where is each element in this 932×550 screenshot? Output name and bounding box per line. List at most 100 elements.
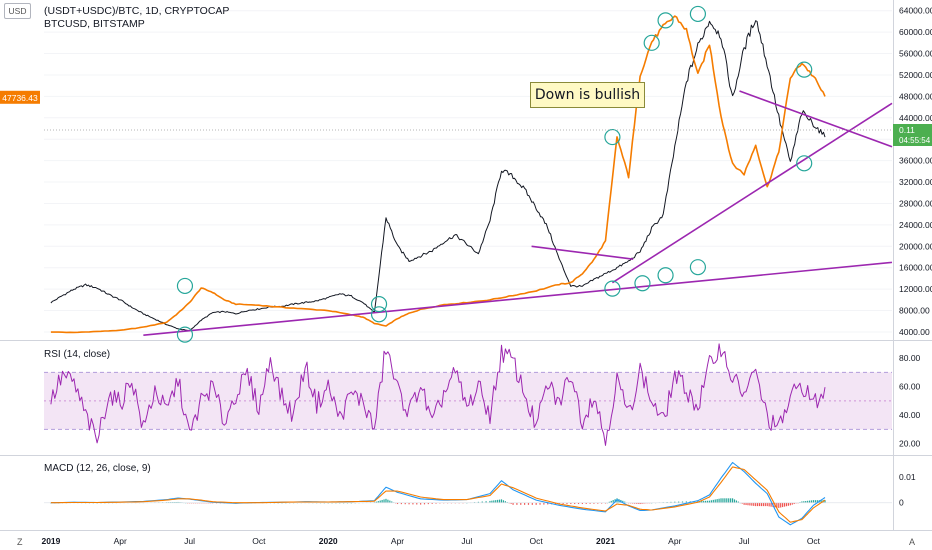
pane-separators	[0, 0, 932, 531]
x-tick-label[interactable]: 2020	[319, 536, 338, 546]
macd-histogram-bar	[730, 498, 732, 503]
y-tick-label[interactable]: 80.00	[899, 353, 921, 363]
trendline[interactable]	[739, 90, 893, 148]
timezone-icon[interactable]: Z	[17, 537, 23, 547]
macd-histogram-bar	[760, 502, 763, 507]
rsi-title[interactable]: RSI (14, close)	[44, 349, 111, 360]
macd-histogram-bar	[793, 502, 795, 505]
highlight-circle[interactable]	[634, 275, 651, 292]
y-tick-label[interactable]: 60.00	[899, 382, 921, 392]
trendline-layer	[143, 90, 893, 336]
chart-title[interactable]: (USDT+USDC)/BTC, 1D, CRYPTOCAP	[44, 5, 230, 17]
x-tick-label[interactable]: Apr	[114, 536, 127, 546]
macd-histogram-bar	[531, 502, 533, 505]
y-tick-label[interactable]: 8000.00	[899, 306, 930, 316]
highlight-circle[interactable]	[796, 155, 813, 172]
macd-histogram-bar	[574, 502, 576, 505]
macd-histogram-bar	[420, 502, 422, 505]
y-tick-label[interactable]: 4000.00	[899, 327, 930, 337]
macd-histogram-bar	[751, 502, 753, 506]
y-tick-label[interactable]: 12000.00	[899, 284, 932, 294]
auto-scale-icon[interactable]: A	[909, 537, 916, 547]
y-tick-label[interactable]: 40.00	[899, 410, 921, 420]
y-tick-label[interactable]: 32000.00	[899, 177, 932, 187]
trendline[interactable]	[611, 102, 893, 284]
macd-title[interactable]: MACD (12, 26, close, 9)	[44, 463, 151, 474]
macd-histogram-bar	[562, 502, 564, 505]
macd-histogram-bar	[735, 500, 738, 503]
highlight-circle[interactable]	[176, 277, 194, 295]
macd-histogram-bar	[701, 501, 703, 503]
macd-histogram-bar	[785, 502, 788, 507]
y-tick-label[interactable]: 0.01	[899, 472, 916, 482]
macd-histogram-bar	[714, 499, 716, 503]
macd-histogram-bar	[435, 502, 437, 504]
macd-histogram-bar	[780, 502, 782, 508]
x-tick-label[interactable]: Jul	[739, 536, 750, 546]
highlight-circle[interactable]	[689, 259, 707, 276]
x-tick-label[interactable]: Jul	[461, 536, 472, 546]
highlight-circle[interactable]	[604, 128, 621, 146]
macd-histogram-bar	[824, 500, 826, 503]
highlight-circle[interactable]	[643, 34, 660, 51]
y-tick-label[interactable]: 20.00	[899, 439, 921, 449]
macd-histogram-bar	[641, 502, 643, 504]
macd-histogram-bar	[385, 498, 387, 503]
macd-histogram-bar	[381, 499, 383, 503]
annotation-down-is-bullish[interactable]: Down is bullish	[530, 82, 645, 108]
macd-histogram-bar	[633, 502, 635, 504]
macd-histogram-bar	[681, 501, 684, 503]
y-tick-label[interactable]: 36000.00	[899, 156, 932, 166]
macd-histogram-bar	[387, 499, 389, 503]
highlight-circle[interactable]	[370, 296, 388, 313]
macd-histogram-bar	[477, 501, 479, 503]
highlight-circle[interactable]	[604, 280, 621, 297]
macd-histogram-bar	[389, 500, 391, 503]
highlight-circle[interactable]	[689, 5, 707, 23]
y-tick-label[interactable]: 60000.00	[899, 27, 932, 37]
macd-histogram-bar	[581, 502, 583, 505]
trendline[interactable]	[531, 245, 634, 260]
macd-histogram-bar	[728, 498, 730, 503]
macd-histogram-bar	[758, 502, 761, 507]
macd-histogram-bar	[610, 500, 612, 503]
y-tick-label[interactable]: 0	[899, 498, 904, 508]
x-tick-label[interactable]: Oct	[530, 536, 544, 546]
x-tick-label[interactable]: 2021	[596, 536, 615, 546]
y-tick-label[interactable]: 52000.00	[899, 70, 932, 80]
macd-histogram-bar	[527, 502, 530, 505]
macd-histogram-bar	[635, 502, 637, 504]
highlight-circle[interactable]	[657, 12, 674, 29]
x-tick-label[interactable]: 2019	[41, 536, 60, 546]
highlight-circle[interactable]	[370, 306, 388, 323]
highlight-circle[interactable]	[657, 267, 674, 284]
highlight-circle[interactable]	[796, 61, 813, 78]
y-tick-label[interactable]: 44000.00	[899, 113, 932, 123]
y-tick-label[interactable]: 28000.00	[899, 198, 932, 208]
y-tick-label[interactable]: 20000.00	[899, 241, 932, 251]
price-axis[interactable]: 4000.00 8000.00 12000.00 16000.00 20000.00 24…	[899, 6, 932, 508]
macd-histogram-bar	[558, 502, 560, 505]
macd-histogram-bar	[753, 502, 755, 506]
currency-button[interactable]: USD	[4, 3, 31, 19]
y-tick-label[interactable]: 48000.00	[899, 91, 932, 101]
y-tick-label[interactable]: 64000.00	[899, 6, 932, 16]
x-tick-label[interactable]: Apr	[668, 536, 681, 546]
x-tick-label[interactable]: Jul	[184, 536, 195, 546]
y-tick-label[interactable]: 24000.00	[899, 220, 932, 230]
chart-subtitle[interactable]: BTCUSD, BITSTAMP	[44, 18, 145, 30]
x-tick-label[interactable]: Oct	[807, 536, 821, 546]
y-tick-label[interactable]: 16000.00	[899, 263, 932, 273]
macd-histogram-bar	[705, 500, 707, 503]
macd-histogram-bar	[498, 499, 501, 503]
x-tick-label[interactable]: Apr	[391, 536, 404, 546]
time-axis[interactable]: 2019 Apr Jul Oct 2020 Apr Jul Oct 2021 Apr Jul Oct	[41, 536, 820, 546]
macd-histogram-bar	[497, 499, 499, 503]
macd-histogram-bar	[803, 501, 805, 503]
highlight-circle[interactable]	[176, 326, 194, 343]
macd-histogram-bar	[520, 502, 522, 505]
trendline[interactable]	[143, 261, 893, 336]
x-tick-label[interactable]: Oct	[252, 536, 266, 546]
y-tick-label[interactable]: 56000.00	[899, 49, 932, 59]
